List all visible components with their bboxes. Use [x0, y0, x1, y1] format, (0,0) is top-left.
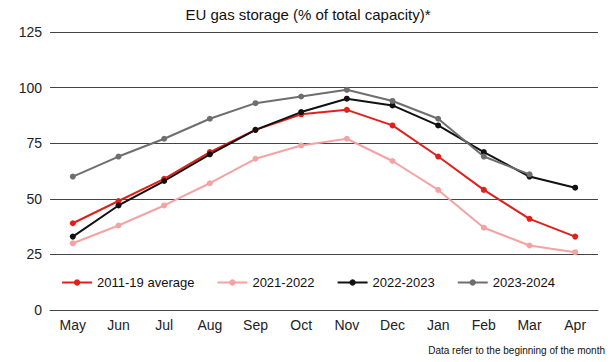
svg-text:75: 75 — [26, 135, 42, 151]
svg-text:Sep: Sep — [243, 317, 268, 333]
svg-text:Feb: Feb — [472, 317, 496, 333]
svg-text:Jun: Jun — [107, 317, 130, 333]
svg-text:Data refer to the beginning of: Data refer to the beginning of the month — [428, 345, 605, 356]
svg-text:Dec: Dec — [380, 317, 405, 333]
svg-text:2022-2023: 2022-2023 — [373, 275, 435, 290]
svg-text:Nov: Nov — [334, 317, 359, 333]
svg-text:0: 0 — [34, 302, 42, 318]
svg-text:50: 50 — [26, 191, 42, 207]
svg-text:Apr: Apr — [564, 317, 586, 333]
svg-text:25: 25 — [26, 246, 42, 262]
svg-text:Mar: Mar — [517, 317, 541, 333]
svg-text:100: 100 — [19, 80, 43, 96]
svg-text:2021-2022: 2021-2022 — [252, 275, 314, 290]
svg-text:Oct: Oct — [290, 317, 312, 333]
svg-text:125: 125 — [19, 24, 43, 40]
svg-text:EU gas storage (% of total cap: EU gas storage (% of total capacity)* — [185, 6, 430, 23]
svg-text:Jan: Jan — [427, 317, 450, 333]
svg-text:May: May — [60, 317, 86, 333]
svg-text:2023-2024: 2023-2024 — [493, 275, 555, 290]
svg-text:Jul: Jul — [155, 317, 173, 333]
svg-text:Aug: Aug — [197, 317, 222, 333]
svg-text:2011-19 average: 2011-19 average — [97, 275, 194, 290]
